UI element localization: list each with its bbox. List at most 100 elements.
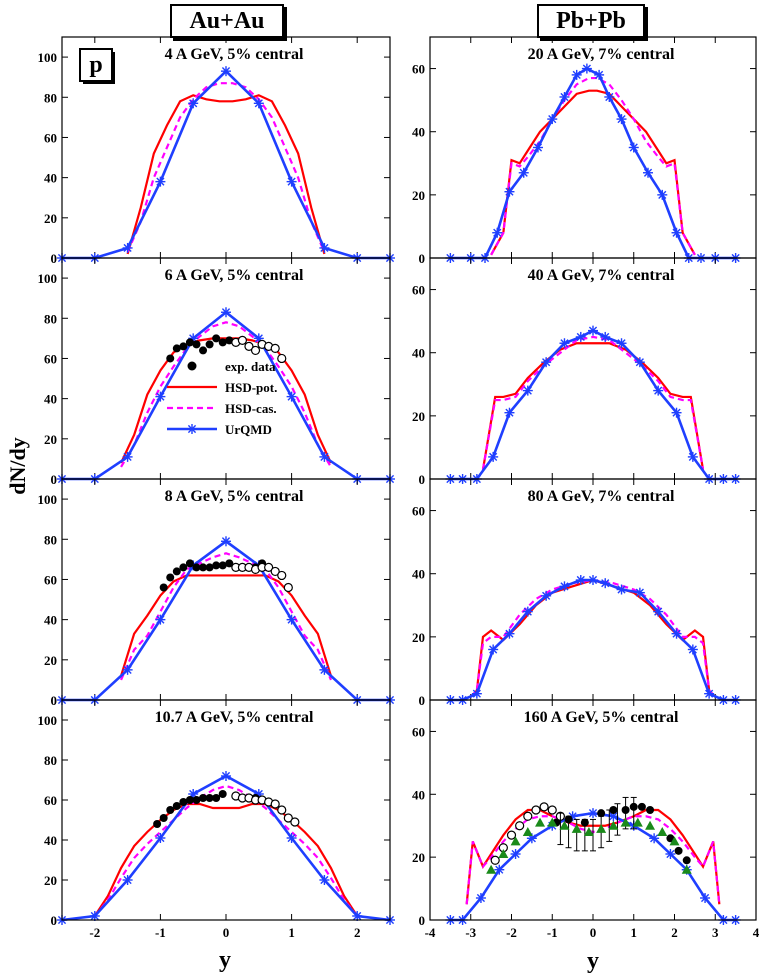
data-point-open xyxy=(523,811,533,821)
urqmd-marker xyxy=(671,227,682,238)
y-tick-label: 80 xyxy=(44,532,57,547)
urqmd-marker xyxy=(510,849,521,859)
y-tick-label: 0 xyxy=(51,472,58,487)
urqmd-marker xyxy=(628,142,639,153)
data-point-triangle xyxy=(547,817,558,827)
data-point-triangle xyxy=(645,820,656,830)
data-point-filled xyxy=(674,846,683,855)
y-tick-label: 60 xyxy=(412,62,425,77)
x-tick-label: 3 xyxy=(712,925,719,940)
urqmd-marker xyxy=(518,167,529,178)
urqmd-marker xyxy=(286,833,297,843)
x-tick-label: -1 xyxy=(547,925,558,940)
panel-title: 10.7 A GeV, 5% central xyxy=(155,709,314,726)
urqmd-marker xyxy=(522,385,533,396)
legend-label-urqmd: UrQMD xyxy=(225,422,272,437)
urqmd-marker xyxy=(122,875,133,885)
y-tick-label: 20 xyxy=(412,188,425,203)
particle-label-box xyxy=(79,48,113,82)
y-tick-label: 40 xyxy=(412,787,425,802)
data-point-filled xyxy=(179,798,188,806)
legend-label-hsd_pot: HSD-pot. xyxy=(225,380,277,395)
y-tick-label: 40 xyxy=(44,833,57,848)
particle-label: p xyxy=(79,48,115,84)
series-line-hsd-cas- xyxy=(93,784,359,917)
data-point-filled xyxy=(637,802,646,811)
y-tick-label: 100 xyxy=(38,713,58,728)
urqmd-marker xyxy=(643,167,654,178)
y-tick-label: 60 xyxy=(412,283,425,298)
urqmd-marker xyxy=(253,98,264,109)
data-point-filled xyxy=(212,561,221,570)
data-point-filled xyxy=(153,820,162,828)
urqmd-marker xyxy=(634,357,645,368)
x-tick-label: 1 xyxy=(288,925,295,940)
data-point-open xyxy=(250,345,261,356)
urqmd-marker xyxy=(588,808,598,819)
y-tick-label: 100 xyxy=(38,492,58,507)
x-tick-label: -4 xyxy=(425,925,436,940)
y-tick-label: 60 xyxy=(44,130,57,145)
urqmd-marker xyxy=(221,536,231,547)
data-point-filled xyxy=(179,342,188,351)
series-line-urqmd xyxy=(62,69,390,260)
data-point-filled xyxy=(166,806,175,814)
data-point-filled xyxy=(218,338,227,347)
y-tick-label: 40 xyxy=(412,567,425,582)
data-point-open xyxy=(290,817,300,827)
urqmd-marker xyxy=(616,114,627,125)
data-point-filled xyxy=(205,563,214,572)
data-point-triangle xyxy=(510,836,521,846)
urqmd-marker xyxy=(492,227,503,238)
panel-title: 8 A GeV, 5% central xyxy=(165,488,304,505)
panel-frame xyxy=(429,36,757,259)
urqmd-marker xyxy=(319,875,330,885)
x-axis-title-right: y xyxy=(587,948,599,974)
urqmd-marker xyxy=(575,575,586,586)
y-tick-label: 100 xyxy=(38,271,58,286)
urqmd-marker xyxy=(704,688,715,699)
data-point-filled xyxy=(609,806,618,814)
y-tick-label: 0 xyxy=(419,251,426,266)
data-point-filled xyxy=(218,561,227,570)
data-point-filled xyxy=(172,567,181,576)
panel-title: 80 A GeV, 7% central xyxy=(528,488,675,505)
urqmd-marker xyxy=(600,578,611,589)
urqmd-marker xyxy=(522,606,533,617)
urqmd-marker xyxy=(471,688,482,699)
urqmd-marker xyxy=(89,911,100,921)
y-tick-label: 0 xyxy=(419,913,426,928)
urqmd-marker xyxy=(155,176,166,187)
urqmd-marker xyxy=(221,307,231,318)
y-tick-label: 20 xyxy=(412,409,425,424)
data-point-filled xyxy=(192,340,201,349)
urqmd-marker xyxy=(687,644,698,655)
data-point-filled xyxy=(185,338,194,347)
data-point-filled xyxy=(199,563,208,572)
data-point-open xyxy=(515,821,525,831)
y-tick-label: 60 xyxy=(412,724,425,739)
y-tick-label: 40 xyxy=(44,392,57,407)
panel-title: 40 A GeV, 7% central xyxy=(528,267,675,284)
data-point-filled xyxy=(185,559,194,568)
data-point-triangle xyxy=(608,820,619,830)
y-tick-label: 80 xyxy=(44,90,57,105)
system-label-au-au: Au+Au xyxy=(170,4,284,38)
urqmd-marker xyxy=(687,451,698,462)
series-line-hsd-cas- xyxy=(126,82,326,253)
urqmd-marker xyxy=(571,69,582,80)
urqmd-marker xyxy=(604,91,615,102)
urqmd-marker xyxy=(649,833,660,844)
series-line-hsd-cas- xyxy=(481,335,705,470)
panel-frame xyxy=(429,257,757,480)
panel-au8: 0 20 40 60 80 100 8 A GeV, 5% central xyxy=(38,478,395,708)
y-tick-label: 0 xyxy=(51,913,58,928)
y-tick-label: 0 xyxy=(419,693,426,708)
urqmd-marker xyxy=(575,331,586,342)
particle-label-text: p xyxy=(89,52,102,78)
data-point-triangle xyxy=(620,817,631,827)
x-tick-label: 0 xyxy=(223,925,230,940)
